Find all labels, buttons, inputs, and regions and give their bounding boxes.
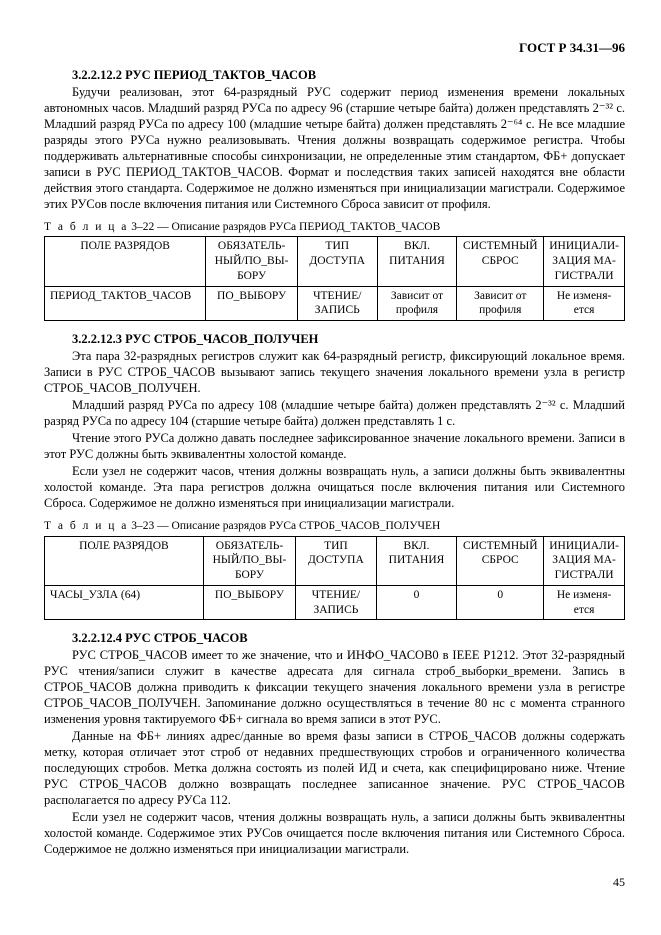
table-1: ПОЛЕ РАЗРЯДОВ ОБЯЗАТЕЛЬ- НЫЙ/ПО_ВЫ- БОРУ… xyxy=(44,236,625,321)
col-h: СИСТЕМНЫЙ СБРОС xyxy=(457,536,544,585)
cell: Зависит от профиля xyxy=(377,286,457,320)
col-h: ОБЯЗАТЕЛЬ- НЫЙ/ПО_ВЫ- БОРУ xyxy=(203,536,295,585)
section-title-2: 3.2.2.12.3 РУС СТРОБ_ЧАСОВ_ПОЛУЧЕН xyxy=(44,331,625,347)
doc-header: ГОСТ Р 34.31—96 xyxy=(44,40,625,57)
col-h: ВКЛ. ПИТАНИЯ xyxy=(376,536,457,585)
cell: 0 xyxy=(376,585,457,619)
cell: Не изменя- ется xyxy=(544,585,625,619)
cell: ЧТЕНИЕ/ ЗАПИСЬ xyxy=(297,286,377,320)
caption-word: Т а б л и ц а xyxy=(44,520,128,532)
cell: ЧТЕНИЕ/ ЗАПИСЬ xyxy=(296,585,377,619)
para-2-2: Младший разряд РУСа по адресу 108 (младш… xyxy=(44,397,625,429)
table-header-row: ПОЛЕ РАЗРЯДОВ ОБЯЗАТЕЛЬ- НЫЙ/ПО_ВЫ- БОРУ… xyxy=(45,237,625,286)
para-3-2: Данные на ФБ+ линиях адрес/данные во вре… xyxy=(44,728,625,808)
cell: 0 xyxy=(457,585,544,619)
para-2-1: Эта пара 32-разрядных регистров служит к… xyxy=(44,348,625,396)
col-h: ТИП ДОСТУПА xyxy=(296,536,377,585)
col-h: ИНИЦИАЛИ- ЗАЦИЯ МА- ГИСТРАЛИ xyxy=(544,536,625,585)
caption-word: Т а б л и ц а xyxy=(44,221,128,233)
section-title-3: 3.2.2.12.4 РУС СТРОБ_ЧАСОВ xyxy=(44,630,625,646)
para-2-3: Чтение этого РУСа должно давать последне… xyxy=(44,430,625,462)
page-number: 45 xyxy=(44,875,625,890)
table-caption-2: Т а б л и ц а 3–23 — Описание разрядов Р… xyxy=(44,519,625,534)
table-2: ПОЛЕ РАЗРЯДОВ ОБЯЗАТЕЛЬ- НЫЙ/ПО_ВЫ- БОРУ… xyxy=(44,536,625,621)
cell: ПО_ВЫБОРУ xyxy=(203,585,295,619)
col-h: ИНИЦИАЛИ- ЗАЦИЯ МА- ГИСТРАЛИ xyxy=(544,237,625,286)
caption-rest: 3–23 — Описание разрядов РУСа СТРОБ_ЧАСО… xyxy=(131,520,440,532)
para-1-1: Будучи реализован, этот 64-разрядный РУС… xyxy=(44,84,625,212)
col-h: ПОЛЕ РАЗРЯДОВ xyxy=(45,536,204,585)
table-caption-1: Т а б л и ц а 3–22 — Описание разрядов Р… xyxy=(44,220,625,235)
col-h: ПОЛЕ РАЗРЯДОВ xyxy=(45,237,206,286)
para-2-4: Если узел не содержит часов, чтения долж… xyxy=(44,463,625,511)
table-header-row: ПОЛЕ РАЗРЯДОВ ОБЯЗАТЕЛЬ- НЫЙ/ПО_ВЫ- БОРУ… xyxy=(45,536,625,585)
col-h: ВКЛ. ПИТАНИЯ xyxy=(377,237,457,286)
col-h: ОБЯЗАТЕЛЬ- НЫЙ/ПО_ВЫ- БОРУ xyxy=(206,237,298,286)
cell: Не изменя- ется xyxy=(544,286,625,320)
para-3-3: Если узел не содержит часов, чтения долж… xyxy=(44,809,625,857)
col-h: СИСТЕМНЫЙ СБРОС xyxy=(457,237,544,286)
caption-rest: 3–22 — Описание разрядов РУСа ПЕРИОД_ТАК… xyxy=(131,221,440,233)
table-row: ЧАСЫ_УЗЛА (64) ПО_ВЫБОРУ ЧТЕНИЕ/ ЗАПИСЬ … xyxy=(45,585,625,619)
para-3-1: РУС СТРОБ_ЧАСОВ имеет то же значение, чт… xyxy=(44,647,625,727)
cell: ЧАСЫ_УЗЛА (64) xyxy=(45,585,204,619)
section-title-1: 3.2.2.12.2 РУС ПЕРИОД_ТАКТОВ_ЧАСОВ xyxy=(44,67,625,83)
cell: Зависит от профиля xyxy=(457,286,544,320)
table-row: ПЕРИОД_ТАКТОВ_ЧАСОВ ПО_ВЫБОРУ ЧТЕНИЕ/ ЗА… xyxy=(45,286,625,320)
col-h: ТИП ДОСТУПА xyxy=(297,237,377,286)
cell: ПЕРИОД_ТАКТОВ_ЧАСОВ xyxy=(45,286,206,320)
cell: ПО_ВЫБОРУ xyxy=(206,286,298,320)
